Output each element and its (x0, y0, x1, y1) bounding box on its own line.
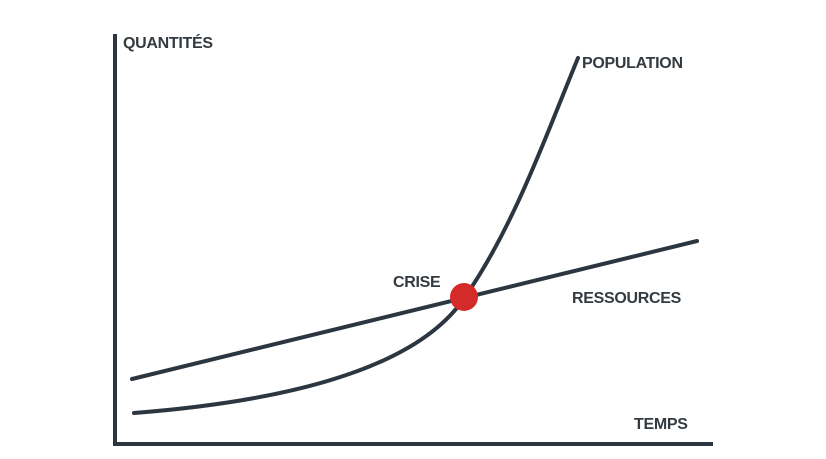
population-curve (132, 56, 580, 415)
x-axis-label: TEMPS (634, 416, 688, 433)
population-label: POPULATION (582, 55, 683, 72)
y-axis-label: QUANTITÉS (123, 33, 213, 52)
crisis-label: CRISE (393, 274, 441, 291)
resources-label: RESSOURCES (572, 290, 682, 307)
crisis-point (450, 283, 478, 311)
resources-line (130, 239, 699, 381)
